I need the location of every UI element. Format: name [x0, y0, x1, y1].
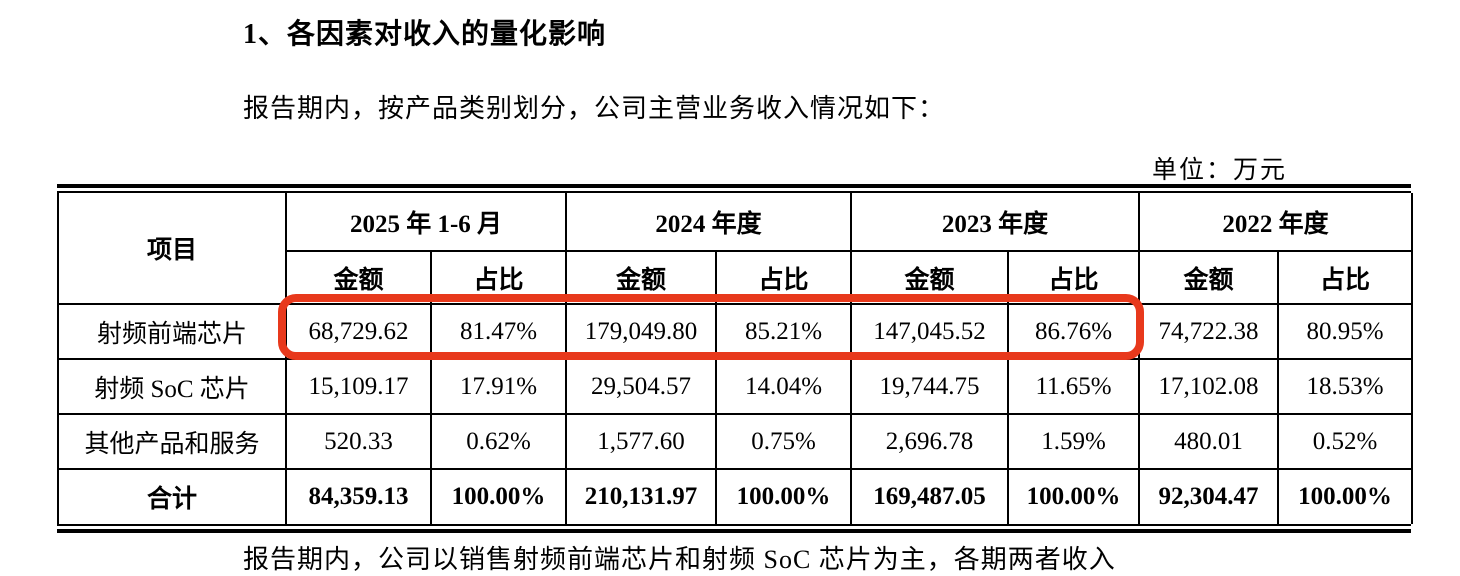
cell-ratio: 81.47%: [429, 303, 568, 360]
header-period-2022: 2022 年度: [1138, 193, 1414, 252]
cell-amount: 169,487.05: [850, 468, 1010, 524]
cell-ratio: 86.76%: [1007, 303, 1141, 360]
cell-ratio: 11.65%: [1007, 358, 1141, 415]
cell-amount: 147,045.52: [850, 303, 1010, 360]
cell-ratio: 0.75%: [715, 413, 853, 470]
cell-amount: 29,504.57: [565, 358, 718, 415]
row-label: 射频 SoC 芯片: [57, 358, 287, 415]
cell-amount: 74,722.38: [1138, 303, 1280, 360]
header-ratio-2025h1: 占比: [429, 250, 568, 305]
cell-amount: 84,359.13: [285, 468, 432, 524]
cell-amount: 179,049.80: [565, 303, 718, 360]
cell-ratio: 0.62%: [429, 413, 568, 470]
revenue-table-container: 项目 2025 年 1-6 月 2024 年度 2023 年度 2022 年度 …: [57, 184, 1414, 533]
cell-ratio: 100.00%: [715, 468, 853, 524]
cell-ratio: 0.52%: [1277, 413, 1414, 470]
table-header-row-periods: 项目 2025 年 1-6 月 2024 年度 2023 年度 2022 年度: [57, 193, 1414, 305]
footer-partial-text: 报告期内，公司以销售射频前端芯片和射频 SoC 芯片为主，各期两者收入: [243, 545, 1116, 574]
cell-amount: 2,696.78: [850, 413, 1010, 470]
cell-amount: 17,102.08: [1138, 358, 1280, 415]
table-row-total: 合计 84,359.13 100.00% 210,131.97 100.00% …: [57, 468, 1414, 524]
table-row-rf-frontend: 射频前端芯片 68,729.62 81.47% 179,049.80 85.21…: [57, 303, 1414, 360]
cell-ratio: 100.00%: [1007, 468, 1141, 524]
cell-amount: 1,577.60: [565, 413, 718, 470]
table-row-other-products: 其他产品和服务 520.33 0.62% 1,577.60 0.75% 2,69…: [57, 413, 1414, 470]
revenue-table: 项目 2025 年 1-6 月 2024 年度 2023 年度 2022 年度 …: [57, 193, 1414, 524]
header-item: 项目: [57, 193, 287, 305]
cell-ratio: 17.91%: [429, 358, 568, 415]
header-ratio-2022: 占比: [1277, 250, 1414, 305]
cell-amount: 68,729.62: [285, 303, 432, 360]
cell-ratio: 14.04%: [715, 358, 853, 415]
header-amount-2022: 金额: [1138, 250, 1280, 305]
table-bottom-double-rule: [57, 524, 1411, 533]
page-title: 1、各因素对收入的量化影响: [243, 19, 607, 50]
header-period-2025h1: 2025 年 1-6 月: [284, 193, 568, 252]
cell-amount: 480.01: [1138, 413, 1280, 470]
cell-ratio: 18.53%: [1277, 358, 1414, 415]
row-label: 其他产品和服务: [57, 413, 287, 470]
cell-amount: 92,304.47: [1138, 468, 1280, 524]
row-label: 射频前端芯片: [57, 303, 287, 360]
cell-amount: 15,109.17: [285, 358, 432, 415]
cell-amount: 19,744.75: [850, 358, 1010, 415]
header-ratio-2024: 占比: [715, 250, 853, 305]
intro-text: 报告期内，按产品类别划分，公司主营业务收入情况如下：: [243, 94, 946, 123]
cell-ratio: 85.21%: [715, 303, 853, 360]
unit-label: 单位：万元: [1152, 157, 1288, 184]
header-period-2024: 2024 年度: [565, 193, 853, 252]
cell-amount: 210,131.97: [565, 468, 718, 524]
cell-amount: 520.33: [285, 413, 432, 470]
cell-ratio: 80.95%: [1277, 303, 1414, 360]
table-row-rf-soc: 射频 SoC 芯片 15,109.17 17.91% 29,504.57 14.…: [57, 358, 1414, 415]
total-label: 合计: [57, 468, 287, 524]
cell-ratio: 100.00%: [1277, 468, 1414, 524]
cell-ratio: 1.59%: [1007, 413, 1141, 470]
header-ratio-2023: 占比: [1007, 250, 1141, 305]
table-top-double-rule: [57, 184, 1411, 193]
cell-ratio: 100.00%: [429, 468, 568, 524]
header-amount-2024: 金额: [565, 250, 718, 305]
header-amount-2025h1: 金额: [285, 250, 432, 305]
header-amount-2023: 金额: [850, 250, 1010, 305]
header-period-2023: 2023 年度: [850, 193, 1141, 252]
